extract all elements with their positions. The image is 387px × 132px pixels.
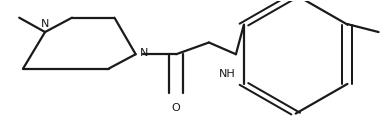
Text: O: O	[172, 103, 180, 113]
Text: NH: NH	[219, 69, 235, 79]
Text: N: N	[41, 19, 49, 29]
Text: N: N	[140, 48, 148, 58]
